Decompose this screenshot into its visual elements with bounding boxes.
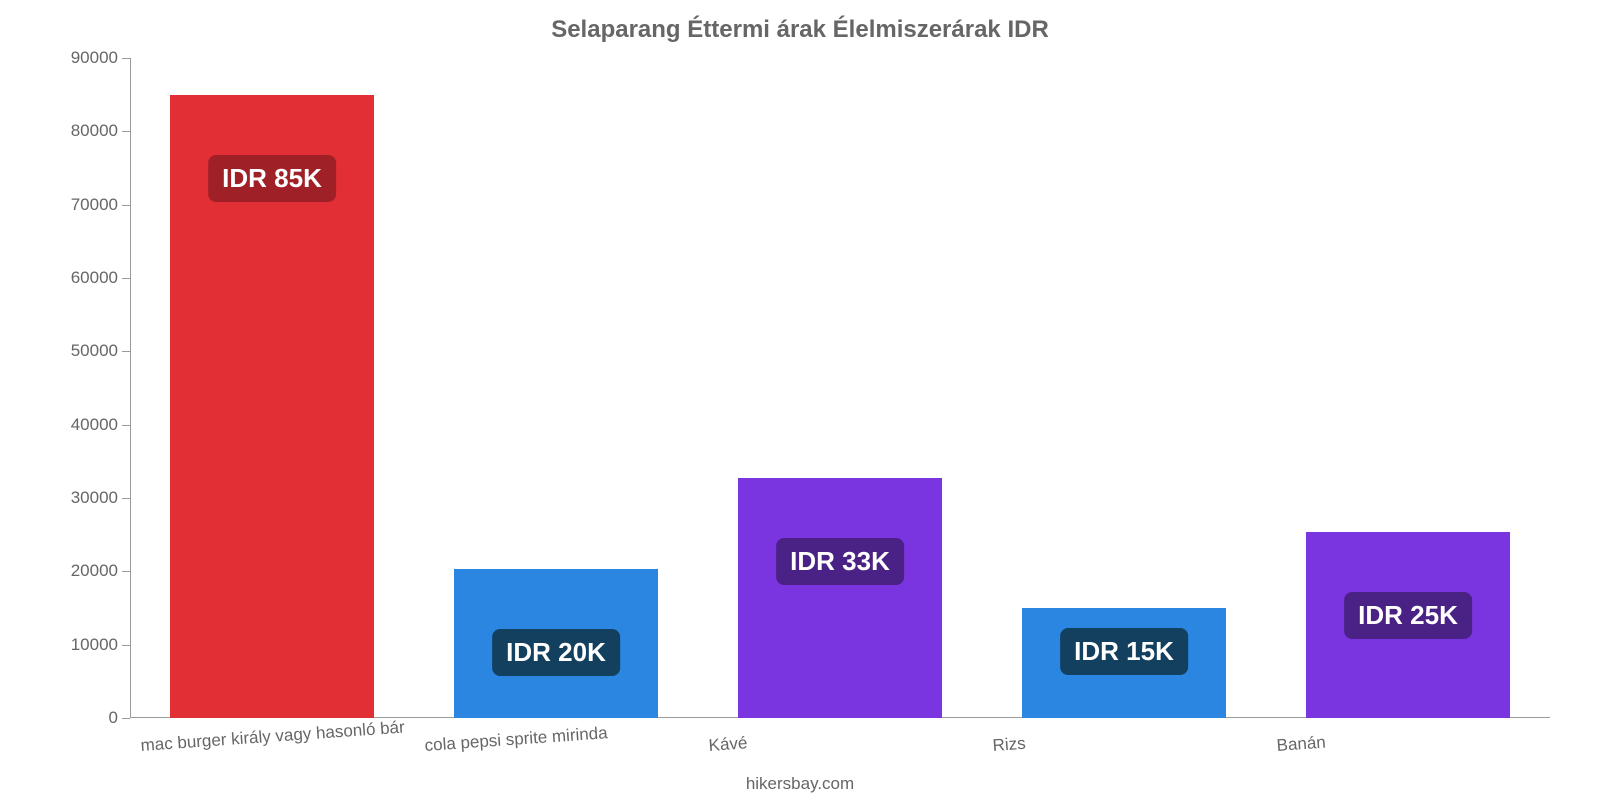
y-tick-label: 50000 bbox=[71, 341, 118, 361]
x-tick-label: cola pepsi sprite mirinda bbox=[424, 723, 608, 756]
y-tick bbox=[122, 645, 130, 646]
y-tick bbox=[122, 718, 130, 719]
y-tick-label: 30000 bbox=[71, 488, 118, 508]
bar-value-badge: IDR 15K bbox=[1060, 628, 1188, 675]
y-tick bbox=[122, 205, 130, 206]
bar-value-badge: IDR 33K bbox=[776, 538, 904, 585]
y-tick bbox=[122, 351, 130, 352]
x-tick-label: Banán bbox=[1276, 733, 1326, 756]
bar bbox=[738, 478, 942, 718]
y-tick bbox=[122, 58, 130, 59]
y-tick bbox=[122, 498, 130, 499]
y-tick bbox=[122, 425, 130, 426]
price-bar-chart: Selaparang Éttermi árak Élelmiszerárak I… bbox=[0, 0, 1600, 800]
plot-area: 0100002000030000400005000060000700008000… bbox=[130, 58, 1550, 718]
bar-value-badge: IDR 25K bbox=[1344, 592, 1472, 639]
y-tick-label: 80000 bbox=[71, 121, 118, 141]
x-tick-label: Kávé bbox=[708, 733, 748, 756]
y-tick-label: 70000 bbox=[71, 195, 118, 215]
y-tick bbox=[122, 571, 130, 572]
y-tick-label: 20000 bbox=[71, 561, 118, 581]
y-tick-label: 10000 bbox=[71, 635, 118, 655]
bar-value-badge: IDR 85K bbox=[208, 155, 336, 202]
y-tick bbox=[122, 131, 130, 132]
bar-value-badge: IDR 20K bbox=[492, 629, 620, 676]
chart-attribution: hikersbay.com bbox=[0, 774, 1600, 794]
chart-title: Selaparang Éttermi árak Élelmiszerárak I… bbox=[0, 16, 1600, 44]
x-tick-label: mac burger király vagy hasonló bár bbox=[140, 718, 405, 756]
y-tick bbox=[122, 278, 130, 279]
y-tick-label: 90000 bbox=[71, 48, 118, 68]
y-tick-label: 40000 bbox=[71, 415, 118, 435]
y-tick-label: 0 bbox=[109, 708, 118, 728]
y-tick-label: 60000 bbox=[71, 268, 118, 288]
x-tick-label: Rizs bbox=[992, 734, 1026, 756]
y-axis bbox=[130, 58, 131, 718]
